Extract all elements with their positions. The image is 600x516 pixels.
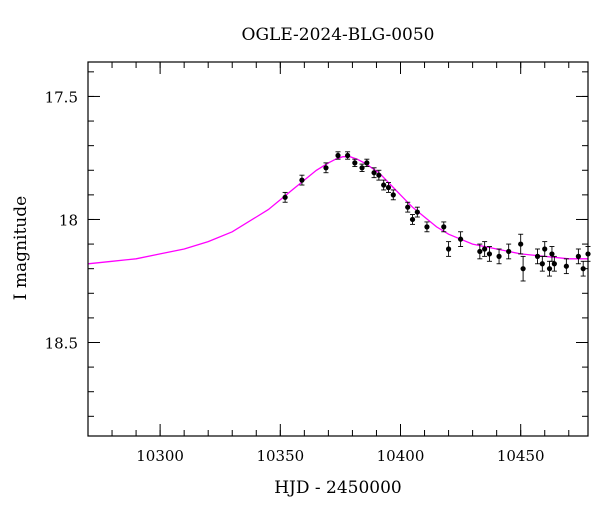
data-point-marker	[405, 204, 411, 210]
data-point	[376, 169, 382, 181]
data-point	[482, 241, 488, 257]
data-point-marker	[506, 248, 512, 255]
data-point	[335, 151, 341, 160]
data-point	[563, 258, 569, 275]
data-point	[345, 151, 351, 160]
data-point-marker	[551, 261, 557, 267]
data-point-marker	[323, 165, 329, 171]
data-point	[477, 243, 483, 260]
y-axis-label: I magnitude	[11, 196, 31, 300]
data-point-marker	[424, 224, 430, 230]
data-point	[352, 158, 358, 168]
data-point	[549, 246, 555, 262]
data-point	[390, 189, 396, 201]
data-point	[445, 241, 452, 257]
model-curve	[87, 156, 588, 265]
data-point	[323, 162, 329, 174]
data-point	[496, 248, 502, 265]
x-tick-label: 10350	[256, 447, 304, 465]
data-point-marker	[409, 216, 416, 223]
data-point-marker	[486, 251, 493, 257]
axis-ticks-layer	[87, 62, 588, 436]
data-point	[405, 201, 411, 213]
x-tick-label: 10400	[377, 447, 425, 465]
y-tick-label: 18.5	[45, 335, 78, 353]
data-point-marker	[335, 152, 341, 159]
data-point-marker	[518, 241, 524, 247]
data-point-marker	[441, 224, 447, 230]
y-tick-label: 17.5	[45, 88, 78, 106]
data-point-marker	[345, 152, 351, 159]
data-point-marker	[549, 251, 555, 257]
data-point-marker	[542, 246, 548, 252]
data-point	[441, 221, 447, 233]
data-point-marker	[414, 209, 420, 215]
data-point-marker	[282, 194, 288, 200]
data-point-marker	[457, 236, 464, 242]
data-point-marker	[390, 192, 396, 198]
x-axis-label: HJD - 2450000	[274, 478, 402, 498]
y-tick-label: 18	[59, 211, 78, 229]
data-point-marker	[575, 253, 581, 259]
data-point	[486, 246, 493, 262]
data-point-marker	[539, 261, 545, 267]
chart-title: OGLE-2024-BLG-0050	[242, 25, 435, 45]
x-tick-label: 10450	[497, 447, 545, 465]
data-point-marker	[359, 165, 365, 171]
data-point-marker	[477, 248, 483, 255]
data-point-marker	[496, 253, 502, 259]
model-curve-layer	[87, 156, 588, 265]
data-point-marker	[352, 160, 358, 166]
data-point	[424, 221, 430, 233]
data-point-marker	[385, 184, 392, 191]
data-point	[359, 163, 365, 172]
data-point	[518, 233, 524, 255]
data-point-marker	[546, 266, 553, 272]
data-point	[575, 248, 581, 265]
data-point	[506, 243, 512, 260]
data-point-marker	[376, 172, 382, 178]
data-point	[385, 182, 392, 193]
data-point-marker	[563, 263, 569, 269]
data-point	[381, 179, 387, 191]
data-point-marker	[381, 182, 387, 188]
data-point-marker	[445, 246, 452, 252]
data-point	[457, 231, 464, 247]
data-point	[409, 214, 416, 225]
data-point-marker	[299, 177, 305, 183]
data-point-marker	[534, 253, 541, 259]
data-point	[542, 241, 548, 257]
plot-frame	[87, 61, 589, 437]
data-point	[371, 167, 377, 179]
data-point-marker	[482, 246, 488, 252]
data-point	[299, 174, 305, 186]
data-point	[539, 255, 545, 272]
data-point	[546, 260, 553, 277]
data-point-marker	[520, 266, 526, 272]
x-tick-label: 10300	[136, 447, 184, 465]
data-point	[520, 255, 526, 282]
data-point-marker	[364, 160, 370, 166]
data-point	[551, 255, 557, 272]
data-point	[282, 191, 288, 203]
data-points-layer	[282, 151, 591, 282]
tick-labels-layer: 10300 10350 10400 10450 17.5 18 18.5	[45, 88, 545, 465]
data-point	[534, 248, 541, 265]
data-point	[364, 158, 370, 168]
data-point-marker	[371, 170, 377, 176]
data-point	[414, 206, 420, 218]
